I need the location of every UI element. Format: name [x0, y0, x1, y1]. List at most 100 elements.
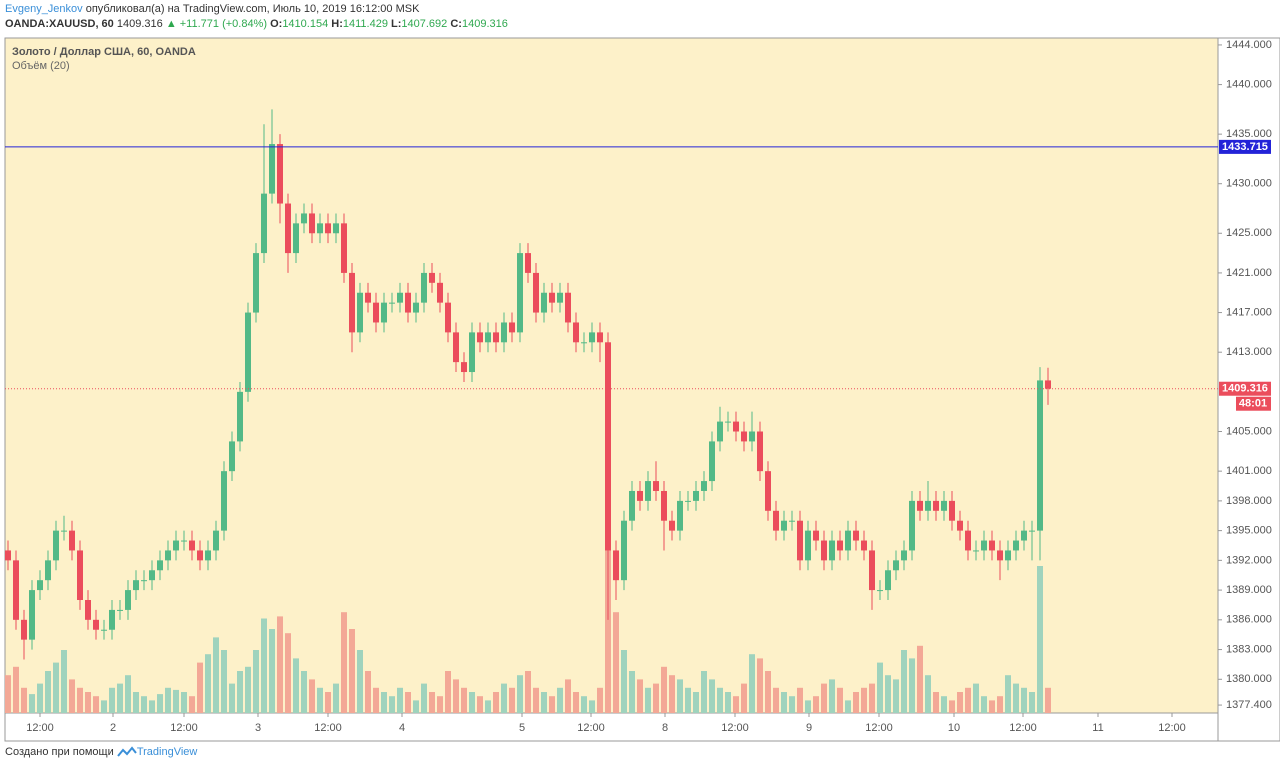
volume-bar — [741, 683, 747, 713]
volume-bar — [213, 637, 219, 713]
y-tick-label: 1417.000 — [1226, 306, 1272, 318]
x-tick-label: 12:00 — [577, 722, 605, 734]
candle-body — [645, 481, 651, 501]
volume-bar — [109, 687, 115, 713]
candle-body — [117, 609, 123, 611]
candle-body — [21, 619, 27, 640]
volume-bar — [837, 687, 843, 713]
brand-logo — [117, 746, 137, 757]
volume-bar — [877, 662, 883, 713]
candle-body — [589, 332, 595, 343]
candle-body — [413, 302, 419, 313]
y-tick-label: 1435.000 — [1226, 128, 1272, 140]
volume-bar — [557, 687, 563, 713]
volume-bar — [445, 671, 451, 713]
candle-body — [757, 431, 763, 472]
hline-label-box — [1219, 139, 1271, 154]
y-tick-label: 1377.400 — [1226, 699, 1272, 711]
candle-body — [909, 500, 915, 551]
symbol: OANDA:XAUUSD, 60 — [5, 18, 114, 30]
volume-bar — [973, 683, 979, 713]
candle-body — [221, 471, 227, 531]
volume-bar — [1005, 675, 1011, 713]
volume-bar — [941, 696, 947, 713]
chart-title: Золото / Доллар США, 60, OANDA — [12, 46, 196, 58]
volume-bar — [413, 700, 419, 713]
quote-line: OANDA:XAUUSD, 60 1409.316 ▲ +11.771 (+0.… — [5, 18, 508, 30]
low: 1407.692 — [401, 18, 448, 30]
x-tick-label: 12:00 — [721, 722, 749, 734]
volume-bar — [453, 679, 459, 713]
candle-body — [37, 580, 43, 591]
candle-body — [149, 570, 155, 581]
candle-body — [269, 144, 275, 194]
candle-body — [733, 421, 739, 432]
candle-body — [725, 421, 731, 423]
candle-body — [405, 292, 411, 313]
volume-bar — [493, 692, 499, 713]
y-tick-label: 1430.000 — [1226, 178, 1272, 190]
candle-body — [365, 292, 371, 303]
y-tick-label: 1392.000 — [1226, 554, 1272, 566]
volume-bar — [277, 616, 283, 713]
x-tick-label: 10 — [948, 722, 960, 734]
volume-bar — [885, 675, 891, 713]
volume-bar — [789, 696, 795, 713]
volume-bar — [293, 658, 299, 713]
volume-bar — [141, 696, 147, 713]
volume-bar — [1037, 566, 1043, 713]
volume-bar — [573, 692, 579, 713]
candle-body — [157, 560, 163, 571]
volume-bar — [781, 692, 787, 713]
volume-bar — [869, 683, 875, 713]
volume-bar — [237, 671, 243, 713]
brand[interactable]: TradingView — [136, 746, 198, 758]
candle-body — [61, 530, 67, 532]
volume-bar — [757, 658, 763, 713]
volume-bar — [853, 692, 859, 713]
candle-body — [981, 540, 987, 551]
volume-bar — [125, 675, 131, 713]
x-tick-label: 5 — [519, 722, 525, 734]
candle-body — [381, 302, 387, 323]
candle-body — [13, 560, 19, 620]
candle-body — [389, 302, 395, 304]
countdown-box — [1236, 396, 1271, 411]
volume-bar — [509, 687, 515, 713]
volume-bar — [45, 671, 51, 713]
y-tick-label: 1444.000 — [1226, 39, 1272, 51]
candle-body — [877, 590, 883, 592]
volume-bar — [925, 675, 931, 713]
candle-body — [925, 500, 931, 511]
volume-bar — [149, 700, 155, 713]
volume-legend: Объём (20) — [12, 60, 70, 72]
volume-bar — [749, 654, 755, 713]
volume-bar — [77, 687, 83, 713]
candle-body — [229, 441, 235, 472]
candle-body — [301, 213, 307, 224]
candle-body — [661, 490, 667, 521]
candle-body — [933, 500, 939, 511]
y-tick-label: 1405.000 — [1226, 425, 1272, 437]
candle-body — [509, 322, 515, 333]
volume-bar — [629, 671, 635, 713]
volume-bar — [309, 679, 315, 713]
open: 1410.154 — [282, 18, 329, 30]
volume-bar — [437, 696, 443, 713]
candle-body — [181, 540, 187, 542]
volume-bar — [541, 692, 547, 713]
hline-label: 1433.715 — [1222, 141, 1268, 153]
candle-body — [109, 609, 115, 630]
candle-body — [1021, 530, 1027, 541]
candle-body — [277, 144, 283, 204]
candle-body — [957, 520, 963, 531]
volume-bar — [917, 645, 923, 713]
candle-body — [581, 342, 587, 344]
candle-body — [477, 332, 483, 343]
candle-body — [397, 292, 403, 303]
candle-body — [453, 332, 459, 363]
author[interactable]: Evgeny_Jenkov — [5, 3, 83, 15]
candle-body — [557, 292, 563, 303]
volume-bar — [85, 692, 91, 713]
volume-bar — [397, 687, 403, 713]
